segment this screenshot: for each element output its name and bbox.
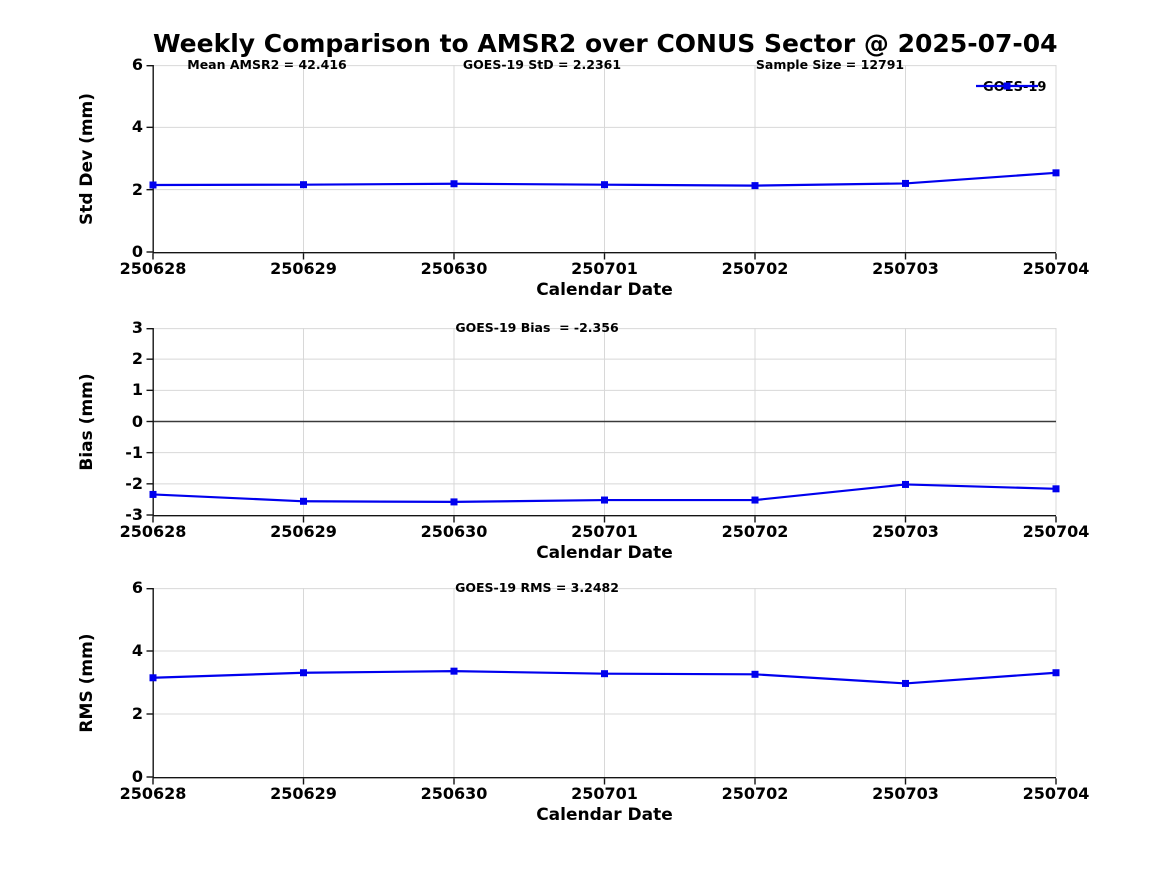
x-tick-label: 250701	[571, 784, 638, 803]
y-axis-label-stddev: Std Dev (mm)	[77, 92, 97, 225]
y-tick-label: 0	[131, 242, 143, 261]
annotation: GOES-19 RMS = 3.2482	[455, 580, 619, 595]
x-tick-label: 250702	[721, 259, 789, 278]
x-axis-label-bias: Calendar Date	[536, 543, 673, 563]
y-tick-label: 4	[131, 117, 143, 137]
y-tick-label: -1	[125, 442, 143, 462]
x-tick-label: 250630	[420, 784, 488, 803]
y-tick-label: 6	[131, 578, 143, 597]
x-tick-label: 250630	[420, 259, 488, 278]
x-tick-label: 250703	[872, 522, 939, 541]
x-tick-label: 250628	[119, 259, 187, 278]
data-point-marker	[751, 496, 759, 504]
data-point-marker	[450, 667, 458, 675]
chart-title: Weekly Comparison to AMSR2 over CONUS Se…	[153, 29, 1058, 58]
data-point-marker	[149, 674, 157, 682]
x-tick-label: 250702	[721, 522, 789, 541]
data-point-marker	[902, 480, 909, 488]
data-point-marker	[300, 669, 307, 677]
data-point-marker	[751, 182, 759, 190]
x-tick-label: 250630	[420, 522, 488, 541]
data-point-marker	[1052, 669, 1060, 677]
y-tick-label: 0	[131, 411, 143, 431]
y-tick-label: 6	[131, 55, 143, 74]
data-point-marker	[601, 181, 608, 189]
plot-area-rms	[146, 587, 1060, 785]
annotation: Mean AMSR2 = 42.416	[187, 57, 347, 72]
y-tick-label: 2	[131, 349, 143, 369]
y-tick-label: -2	[125, 473, 143, 493]
x-tick-label: 250629	[270, 522, 337, 541]
data-point-marker	[1052, 485, 1060, 493]
subplot-stddev: Std Dev (mm) Calendar Date GOES-19 25062…	[77, 56, 1089, 301]
subplot-rms: RMS (mm) Calendar Date 250628 250629 25063…	[77, 579, 1089, 826]
annotation: GOES-19 StD = 2.2361	[462, 57, 622, 72]
x-tick-label: 250701	[571, 259, 638, 278]
y-tick-label: 4	[131, 641, 143, 660]
y-axis-label-rms: RMS (mm)	[77, 632, 97, 733]
y-tick-label: -3	[125, 505, 143, 524]
x-tick-label: 250628	[119, 784, 187, 803]
plot-area-stddev	[146, 64, 1060, 260]
x-tick-label: 250629	[270, 259, 337, 278]
data-point-marker	[902, 179, 909, 187]
annotation: GOES-19 Bias = -2.356	[455, 320, 619, 335]
annotation: Sample Size = 12791	[755, 57, 905, 72]
legend: GOES-19	[976, 79, 1046, 95]
data-point-marker	[1052, 169, 1060, 177]
x-tick-label: 250703	[872, 259, 939, 278]
x-axis-label-stddev: Calendar Date	[536, 280, 673, 300]
data-point-marker	[601, 670, 608, 678]
data-point-marker	[450, 180, 458, 188]
data-point-marker	[601, 496, 608, 504]
data-point-marker	[300, 497, 307, 505]
data-point-marker	[149, 181, 157, 189]
x-tick-label: 250704	[1022, 784, 1090, 803]
y-tick-label: 2	[131, 704, 143, 723]
x-tick-label: 250629	[270, 784, 337, 803]
subplot-bias: Bias (mm) Calendar Date 250628 250629 2506…	[77, 319, 1089, 564]
data-point-marker	[149, 490, 157, 498]
y-tick-label: 3	[131, 318, 143, 337]
x-tick-label: 250704	[1022, 259, 1090, 278]
data-point-marker	[450, 498, 458, 506]
y-tick-label: 0	[131, 767, 143, 786]
plot-area-bias	[146, 327, 1060, 523]
x-tick-label: 250704	[1022, 522, 1090, 541]
data-point-marker	[751, 670, 759, 678]
data-point-marker	[300, 181, 307, 189]
y-tick-label: 1	[131, 380, 143, 400]
legend-line-icon	[976, 82, 1038, 90]
x-tick-label: 250701	[571, 522, 638, 541]
x-axis-label-rms: Calendar Date	[536, 805, 673, 825]
y-tick-label: 2	[131, 179, 143, 199]
x-tick-label: 250702	[721, 784, 789, 803]
x-tick-label: 250628	[119, 522, 187, 541]
x-tick-label: 250703	[872, 784, 939, 803]
data-point-marker	[902, 679, 909, 687]
